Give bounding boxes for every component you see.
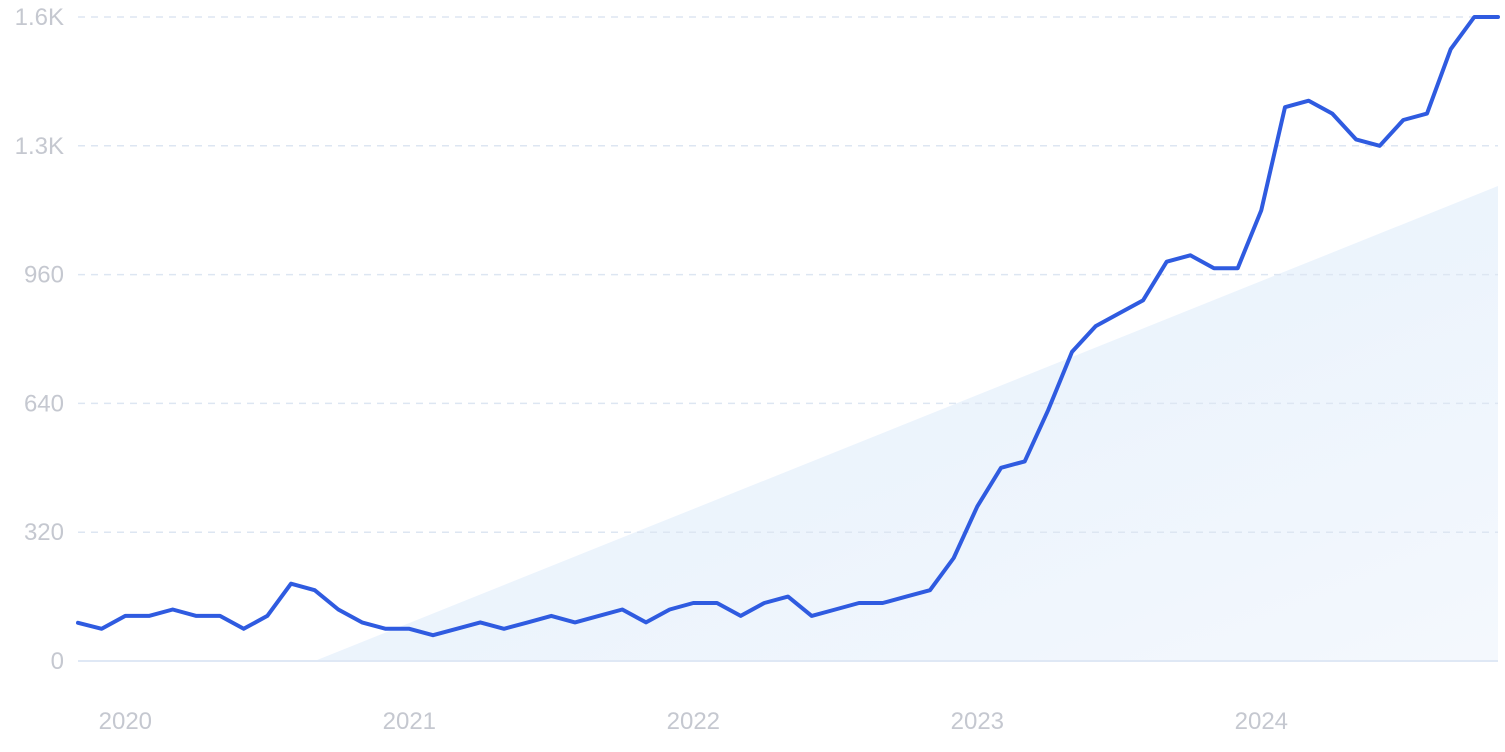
x-tick-label: 2024 <box>1235 708 1288 735</box>
series-line <box>76 15 1500 638</box>
x-tick-label: 2021 <box>383 708 436 735</box>
x-tick-label: 2020 <box>99 708 152 735</box>
trend-area <box>314 186 1499 662</box>
y-tick-label: 640 <box>24 390 64 417</box>
x-tick-label: 2022 <box>667 708 720 735</box>
y-tick-label: 960 <box>24 262 64 289</box>
y-tick-label: 0 <box>51 648 64 675</box>
y-tick-label: 1.6K <box>15 4 64 31</box>
x-tick-label: 2023 <box>951 708 1004 735</box>
y-tick-label: 1.3K <box>15 133 64 160</box>
y-tick-label: 320 <box>24 519 64 546</box>
